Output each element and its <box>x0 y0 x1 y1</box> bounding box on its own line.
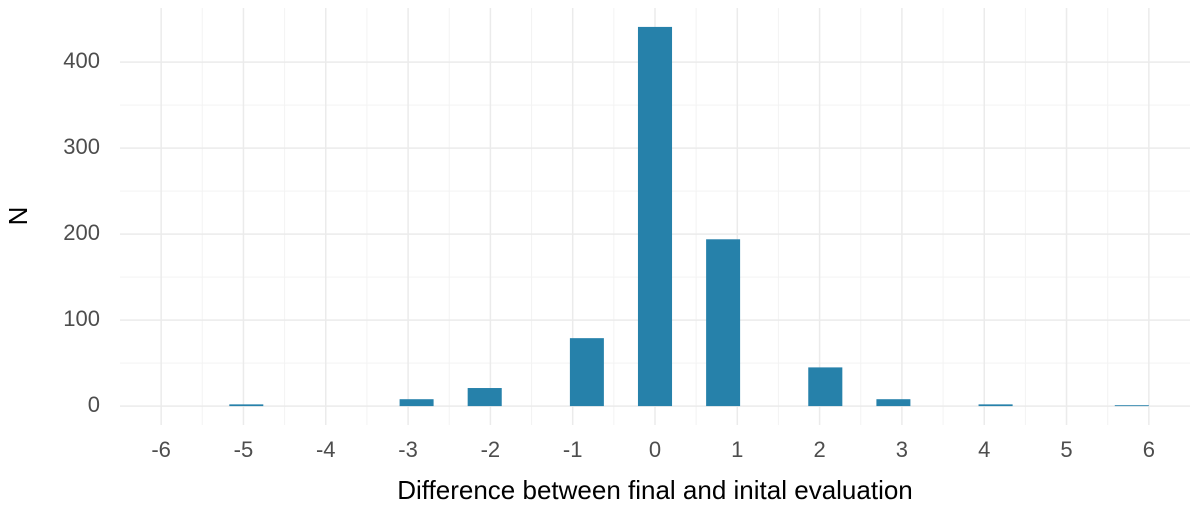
x-tick-label: -4 <box>316 437 336 462</box>
y-tick-label: 400 <box>63 48 100 73</box>
y-axis-title: N <box>3 207 33 226</box>
x-tick-label: 1 <box>731 437 743 462</box>
x-tick-label: -5 <box>234 437 254 462</box>
x-tick-label: 6 <box>1143 437 1155 462</box>
y-tick-label: 200 <box>63 220 100 245</box>
x-tick-label: -1 <box>563 437 583 462</box>
bar <box>399 399 434 407</box>
x-tick-label: -6 <box>151 437 171 462</box>
bar <box>467 388 502 407</box>
bar <box>978 404 1013 407</box>
bar <box>706 239 741 407</box>
bar <box>808 367 843 407</box>
bar <box>1114 405 1149 407</box>
y-tick-label: 300 <box>63 134 100 159</box>
x-tick-label: 3 <box>896 437 908 462</box>
x-tick-label: 0 <box>649 437 661 462</box>
bar <box>229 404 264 407</box>
x-axis-title: Difference between final and inital eval… <box>397 475 913 505</box>
bar <box>876 399 911 407</box>
x-tick-label: 5 <box>1060 437 1072 462</box>
y-tick-label: 100 <box>63 306 100 331</box>
x-tick-label: -3 <box>398 437 418 462</box>
x-tick-label: 2 <box>813 437 825 462</box>
bars <box>229 26 1149 407</box>
x-tick-label: 4 <box>978 437 990 462</box>
y-tick-label: 0 <box>88 392 100 417</box>
x-tick-label: -2 <box>481 437 501 462</box>
bar <box>637 26 673 407</box>
bar <box>569 338 604 407</box>
